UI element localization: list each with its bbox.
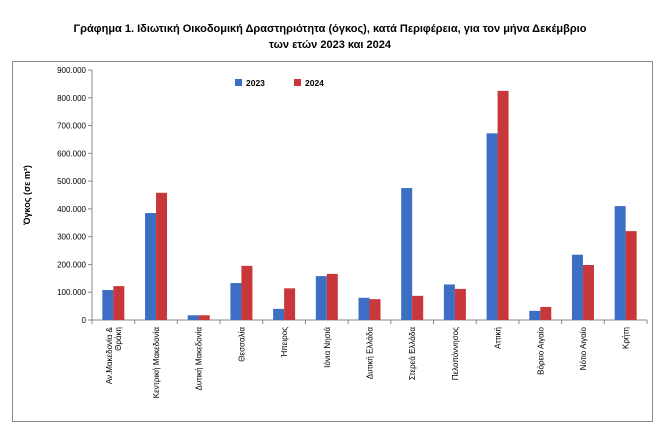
y-axis-title: Όγκος (σε m³): [22, 165, 32, 226]
bar-2024: [284, 288, 296, 320]
bar-2024: [113, 286, 125, 320]
bar-2023: [401, 188, 413, 320]
y-tick-label: 700.000: [57, 122, 86, 131]
bar-2024: [582, 265, 594, 320]
bar-2023: [145, 213, 157, 320]
legend-swatch-2024: [294, 79, 301, 86]
chart-title-line1: Γράφημα 1. Ιδιωτική Οικοδομική Δραστηριό…: [73, 23, 587, 35]
y-tick-label: 600.000: [57, 149, 86, 158]
y-tick-label: 300.000: [57, 233, 86, 242]
bar-chart: 0 100.000 200.000 300.000 400.000 500.000 600.…: [22, 66, 648, 399]
bar-2024: [369, 299, 381, 320]
chart-title-line2: των ετών 2023 και 2024: [269, 39, 391, 51]
y-tick-label: 0: [82, 316, 87, 325]
bar-2023: [273, 308, 285, 320]
x-category-label: Ιόνια Νησιά: [323, 327, 332, 368]
x-category-label: Δυτική Μακεδονία: [195, 327, 204, 391]
bar-2023: [315, 276, 327, 320]
legend-swatch-2023: [235, 79, 242, 86]
x-category-label: Κρήτη: [622, 327, 631, 349]
bar-2024: [497, 90, 509, 320]
legend-label-2024: 2024: [305, 78, 324, 88]
x-category-label: Στερεά Ελλάδα: [408, 327, 417, 381]
x-category-label: Ήπειρος: [280, 327, 289, 359]
x-category-label: Νότιο Αιγαίο: [579, 326, 588, 370]
bar-2024: [412, 295, 424, 320]
bar-2024: [156, 192, 168, 320]
x-category-label: Θεσσαλία: [237, 327, 246, 362]
y-tick-label: 800.000: [57, 94, 86, 103]
x-category-label: Πελοπόννησος: [451, 327, 460, 380]
bar-2024: [198, 315, 210, 320]
bar-2023: [358, 297, 370, 320]
bar-2023: [529, 310, 541, 320]
bar-2024: [326, 273, 338, 320]
y-tick-label: 500.000: [57, 177, 86, 186]
x-category-label: Αττική: [494, 327, 503, 349]
x-category-label: Βόρειο Αιγαίο: [536, 326, 545, 374]
bar-2023: [102, 290, 114, 320]
bar-2024: [454, 288, 466, 320]
legend-label-2023: 2023: [246, 78, 265, 88]
bar-2023: [187, 315, 199, 320]
bar-2024: [625, 231, 637, 320]
bar-2023: [443, 284, 455, 320]
y-tick-label: 400.000: [57, 205, 86, 214]
y-tick-label: 900.000: [57, 66, 86, 75]
bar-2023: [486, 133, 498, 320]
bar-2023: [614, 206, 626, 320]
bar-2023: [230, 283, 242, 320]
bar-2024: [241, 265, 253, 320]
x-category-label: Κεντρική Μακεδονία: [152, 327, 161, 399]
chart-frame: 0 100.000 200.000 300.000 400.000 500.000 600.…: [12, 61, 653, 422]
bar-2024: [540, 306, 552, 320]
y-tick-label: 100.000: [57, 288, 86, 297]
x-category-label: Αν.Μακεδονία &Θράκη: [105, 326, 123, 384]
x-category-label: Δυτική Ελλάδα: [366, 327, 375, 380]
y-tick-label: 200.000: [57, 260, 86, 269]
bar-2023: [571, 254, 583, 320]
